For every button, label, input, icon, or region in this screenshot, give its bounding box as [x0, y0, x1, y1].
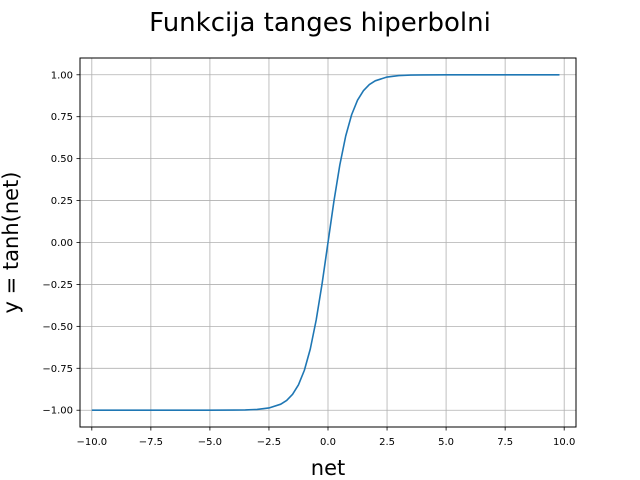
y-tick-label: −1.00: [42, 406, 73, 417]
x-tick-label: 5.0: [438, 437, 454, 448]
y-axis-label: y = tanh(net): [0, 172, 23, 314]
series-layer: [91, 73, 560, 412]
x-tick-label: 2.5: [379, 437, 395, 448]
y-tick-label: −0.25: [42, 280, 73, 291]
y-tick-label: −0.75: [42, 364, 73, 375]
chart-title: Funkcija tanges hiperbolni: [149, 8, 491, 38]
x-tick-label: −10.0: [76, 437, 107, 448]
x-tick-label: 10.0: [553, 437, 575, 448]
x-tick-label: −7.5: [139, 437, 163, 448]
tanh-series-line: [91, 73, 560, 412]
x-tick-label: 0.0: [320, 437, 336, 448]
y-tick-label: 0.25: [51, 196, 73, 207]
x-tick-label: 7.5: [497, 437, 513, 448]
y-tick-label: 0.50: [51, 154, 73, 165]
y-tick-label: −0.50: [42, 322, 73, 333]
y-tick-label: 0.00: [51, 238, 73, 249]
x-tick-label: −2.5: [257, 437, 281, 448]
y-tick-label: 0.75: [51, 112, 73, 123]
x-axis-label: net: [311, 456, 345, 480]
y-tick-label: 1.00: [51, 70, 73, 81]
x-tick-label: −5.0: [198, 437, 222, 448]
ticks: −10.0 −7.5 −5.0 −2.5 0.0 2.5 5.0 7.5 10.0 −1.00 −0…: [42, 70, 575, 448]
plot-area: −10.0 −7.5 −5.0 −2.5 0.0 2.5 5.0 7.5 10.0 −1.00 −0…: [42, 57, 577, 448]
